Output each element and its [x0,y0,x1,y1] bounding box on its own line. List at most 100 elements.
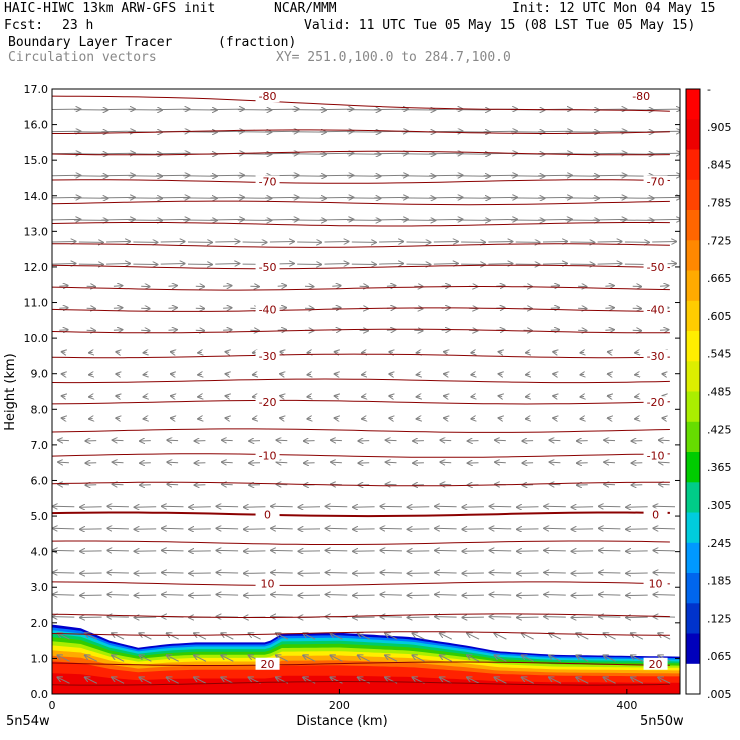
wind-vector-390 [659,330,668,331]
wind-vector-439 [106,264,130,265]
x-end-location: 5n50w [640,714,684,729]
contour-line-3 [52,307,670,312]
y-tick-label-12: 12.0 [24,261,49,274]
colorbar-swatch-16 [686,573,700,604]
wind-vector-83 [435,617,457,618]
colorbar-label-10: .365 [707,461,732,474]
wind-vector-503 [592,219,627,220]
wind-vector-349 [171,352,175,353]
contour-label-2-0: -50 [259,261,277,274]
wind-vector-501 [538,219,572,220]
wind-vector-305 [226,396,230,397]
contour-label-bg-7-1 [643,508,668,521]
wind-vector-401 [332,308,340,309]
wind-vector-267 [440,440,452,441]
wind-vector-183 [653,528,676,529]
colorbar-label-5: .665 [707,272,732,285]
wind-vector-5 [194,677,207,684]
wind-vector-309 [335,396,339,397]
wind-vector-21 [631,677,644,684]
xy-range: XY= 251.0,100.0 to 284.7,100.0 [276,50,511,65]
wind-vector-38 [467,655,480,662]
wind-vector-11 [358,677,371,684]
valid-time: Valid: 11 UTC Tue 05 May 15 (08 LST Tue … [304,18,696,33]
colorbar-label-12: .245 [707,537,732,550]
colorbar-label-13: .185 [707,575,732,588]
contour-label-bg-3-0 [255,303,280,316]
wind-vector-230 [58,462,69,463]
contour-line-1 [52,179,670,184]
contour-line-18 [52,428,670,433]
contour-label-bg-0-1 [629,90,654,103]
wind-vector-411 [605,308,613,309]
wind-vector-167 [217,528,239,529]
wind-vector-110 [544,595,566,596]
contour-line-4 [52,353,670,359]
colorbar-swatch-17 [686,603,700,635]
wind-vector-376 [277,330,286,331]
wind-vector-420 [223,286,231,287]
wind-vector-338 [499,374,503,375]
wind-vector-372 [168,330,177,331]
y-tick-label-16: 16.0 [24,119,49,132]
wind-vector-232 [113,462,124,463]
wind-vector-432 [550,286,559,287]
y-tick-label-15: 15.0 [24,154,49,167]
forecast-hour: 23 h [62,18,94,33]
y-tick-label-1: 1.0 [31,652,49,665]
colorbar-swatch-4 [686,210,700,241]
y-tick-label-7: 7.0 [31,439,49,452]
wind-vector-476 [488,242,512,243]
wind-vector-449 [379,264,403,265]
wind-vector-148 [326,550,348,551]
wind-vector-131 [490,573,512,574]
contour-label-0-1: -80 [632,90,650,103]
wind-vector-125 [326,573,348,574]
colorbar-swatch-13 [686,482,700,514]
wind-vector-41 [549,655,562,662]
wind-vector-25 [112,655,125,662]
wind-vector-209 [113,484,124,485]
contour-label-9-1: 20 [649,658,663,671]
contour-label-8-0: 10 [261,578,275,591]
x-start-location: 5n54w [6,714,50,729]
wind-vector-146 [271,550,293,551]
wind-vector-453 [488,264,512,265]
wind-vector-416 [113,286,122,287]
wind-vector-424 [332,286,340,287]
wind-vector-455 [542,264,567,265]
contour-line-23 [52,680,670,686]
y-tick-label-9: 9.0 [31,368,49,381]
colorbar-label-3: .785 [707,196,732,209]
colorbar-swatch-6 [686,270,700,302]
contour-label-bg-8-1 [643,577,668,590]
wind-vector-319 [608,396,612,397]
wind-vector-198 [435,506,457,507]
colorbar-swatch-12 [686,452,700,483]
wind-vector-108 [490,595,512,596]
colorbar-swatch-3 [686,179,700,211]
wind-vector-426 [386,286,395,287]
wind-vector-33 [331,655,343,662]
contour-label-5-0: -20 [259,396,277,409]
wind-vector-177 [490,528,512,529]
wind-vector-357 [389,352,393,353]
wind-vector-391 [59,308,67,309]
wind-vector-23 [58,655,70,662]
wind-vector-67 [631,633,644,640]
x-tick-label-2: 400 [616,699,637,712]
wind-vector-443 [215,264,239,265]
contour-line-7 [52,511,670,518]
field-units: (fraction) [218,35,297,50]
contour-label-3-0: -40 [259,304,277,317]
wind-vector-255 [113,440,124,441]
wind-vector-2 [112,677,125,684]
wind-vector-261 [277,440,288,441]
colorbar-label-2: .845 [707,159,732,172]
colorbar-swatch-14 [686,512,700,544]
wind-vector-566 [428,153,463,154]
wind-vector-370 [113,330,122,331]
wind-vector-225 [550,484,561,485]
contour-label-bg-6-0 [255,449,280,462]
wind-vector-55 [303,633,316,640]
